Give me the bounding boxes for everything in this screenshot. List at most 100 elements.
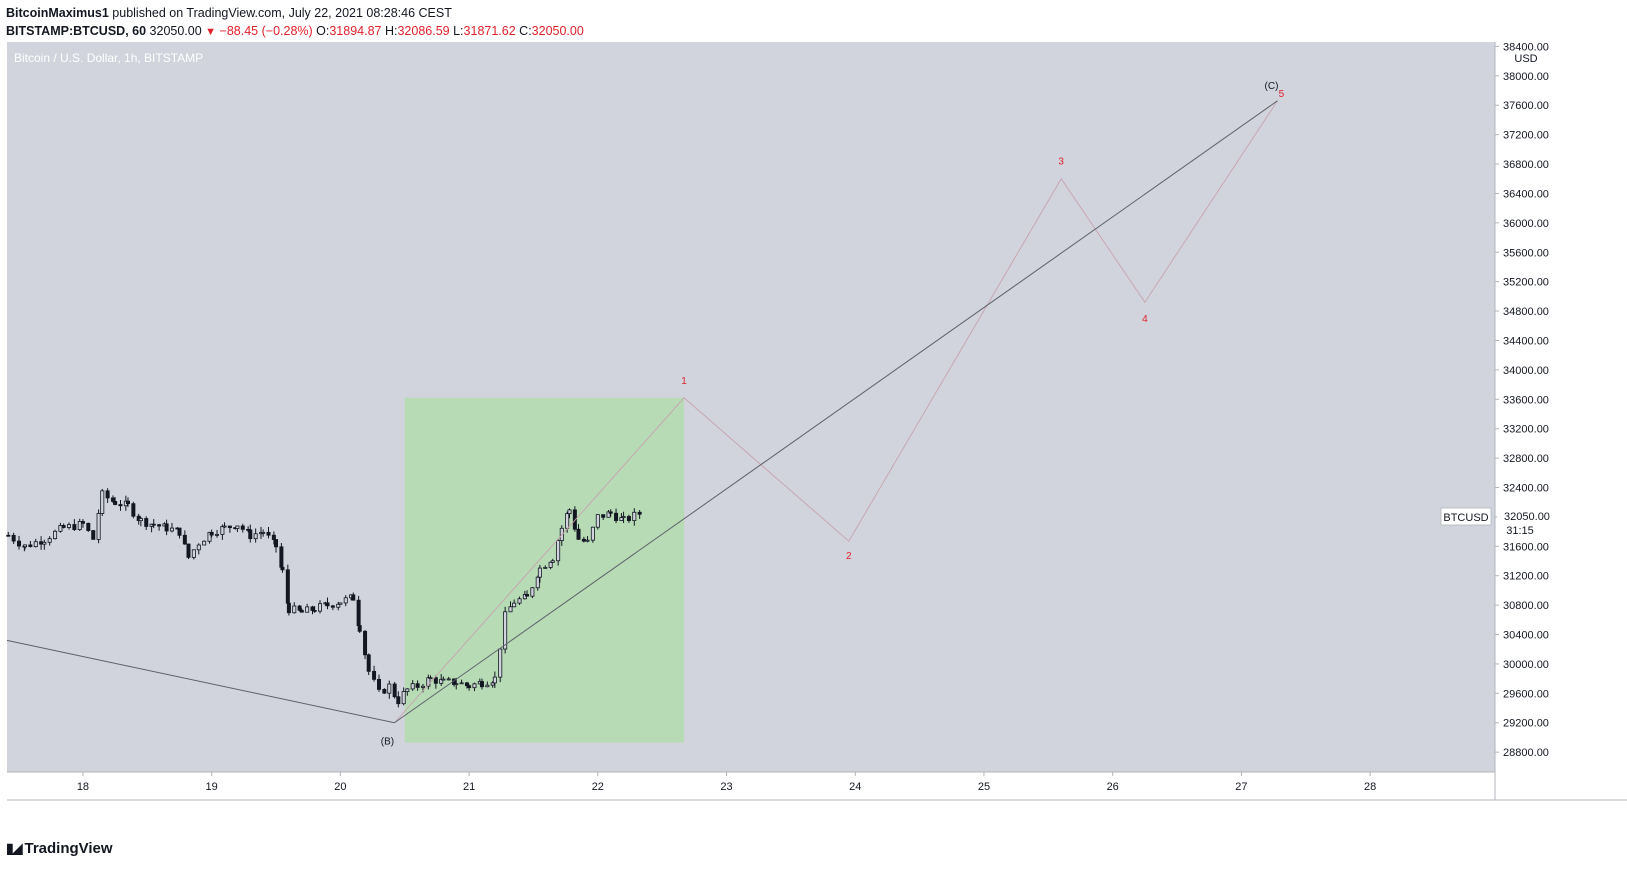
candle-body — [53, 530, 58, 540]
candle-body — [396, 696, 401, 705]
last-price-marker: BTCUSD 32050.00 31:15 — [1440, 507, 1557, 538]
author-name[interactable]: BitcoinMaximus1 — [6, 6, 109, 20]
candle-body — [261, 531, 266, 534]
candle-body — [459, 682, 464, 685]
candle-body — [356, 599, 361, 626]
x-tick-label: 24 — [849, 781, 861, 793]
candle-body — [357, 625, 362, 632]
candle-body — [614, 512, 619, 521]
candle-body — [415, 683, 420, 688]
candle-body — [202, 540, 207, 546]
candle-body — [118, 504, 123, 507]
candle-body — [472, 683, 477, 689]
candle-body — [576, 528, 581, 540]
candle-body — [286, 602, 291, 614]
candle-body — [372, 670, 377, 680]
y-tick-label: 28800.00 — [1503, 747, 1549, 759]
candle-body — [196, 544, 201, 551]
candle-body — [446, 678, 451, 681]
candle-body — [240, 525, 245, 530]
plot-background — [7, 42, 1495, 772]
candle-body — [47, 538, 52, 543]
candle-body — [336, 603, 341, 608]
candle-body — [125, 500, 130, 505]
candle-body — [550, 560, 555, 563]
candle-body — [567, 509, 572, 515]
candle-body — [207, 531, 212, 542]
price-tag — [1497, 507, 1557, 538]
candle-body — [17, 540, 22, 547]
x-tick-label: 23 — [720, 781, 732, 793]
candle-body — [6, 534, 11, 537]
candle-body — [110, 497, 115, 502]
tradingview-logo-icon: ▮◢ — [6, 840, 23, 856]
candle-body — [297, 605, 302, 611]
candle-body — [632, 511, 637, 522]
candle-body — [271, 534, 276, 540]
candle-body — [215, 534, 220, 536]
open-label: O: — [316, 24, 330, 38]
candle-body — [169, 527, 174, 532]
y-tick-label: 34800.00 — [1503, 306, 1549, 318]
candle-body — [490, 682, 495, 686]
last-price: 32050.00 — [149, 24, 202, 38]
high-value: 32086.59 — [397, 24, 450, 38]
open-value: 31894.87 — [329, 24, 382, 38]
trend-line — [394, 100, 1278, 724]
x-tick-label: 20 — [334, 781, 346, 793]
change-value: −88.45 (−0.28%) — [219, 24, 313, 38]
x-tick-label: 19 — [206, 781, 218, 793]
y-tick-label: 36400.00 — [1503, 188, 1549, 200]
y-tick-label: 38000.00 — [1503, 71, 1549, 83]
candle-body — [467, 685, 472, 689]
candle-body — [164, 523, 169, 532]
wave-label-3: 3 — [1058, 157, 1064, 168]
candle-body — [157, 524, 162, 527]
candle-body — [621, 516, 626, 518]
wave-label-5: 5 — [1279, 89, 1285, 100]
candle-body — [177, 527, 182, 536]
candle-body — [585, 539, 590, 542]
candle-body — [91, 530, 96, 540]
x-tick-label: 25 — [978, 781, 990, 793]
countdown-text: 31:15 — [1506, 525, 1534, 537]
candle-body — [274, 539, 279, 548]
candle-body — [299, 609, 304, 613]
candle-body — [182, 534, 187, 545]
y-tick-label: 37200.00 — [1503, 130, 1549, 142]
candle-body — [72, 524, 77, 530]
close-label: C: — [519, 24, 532, 38]
candle-body — [590, 526, 595, 541]
candle-body — [86, 522, 91, 531]
x-tick-label: 21 — [463, 781, 475, 793]
y-tick-label: 34000.00 — [1503, 365, 1549, 377]
currency-label: USD — [1514, 53, 1537, 65]
candle-body — [556, 540, 561, 562]
candle-body — [606, 511, 611, 518]
publish-line: BitcoinMaximus1 published on TradingView… — [6, 4, 584, 22]
candle-body — [503, 611, 508, 650]
symbol-tag — [1440, 507, 1492, 526]
candle-body — [492, 676, 497, 684]
candle-body — [548, 561, 553, 568]
candle-body — [77, 521, 82, 530]
candle-body — [581, 538, 586, 542]
candle-body — [235, 525, 240, 529]
candle-body — [105, 490, 110, 499]
y-tick-label: 29600.00 — [1503, 688, 1549, 700]
low-value: 31871.62 — [463, 24, 516, 38]
candle-body — [565, 513, 570, 529]
wave-label-1: 1 — [681, 376, 687, 387]
tradingview-logo[interactable]: ▮◢ TradingView — [6, 840, 113, 857]
candle-body — [248, 529, 253, 540]
candle-body — [351, 594, 356, 601]
candle-body — [608, 511, 613, 514]
candle-body — [428, 677, 433, 680]
wave-label-b: (B) — [381, 737, 394, 748]
x-tick-label: 18 — [77, 781, 89, 793]
candle-body — [363, 630, 368, 656]
candle-body — [330, 605, 335, 608]
y-tick-label: 38400.00 — [1503, 41, 1549, 53]
